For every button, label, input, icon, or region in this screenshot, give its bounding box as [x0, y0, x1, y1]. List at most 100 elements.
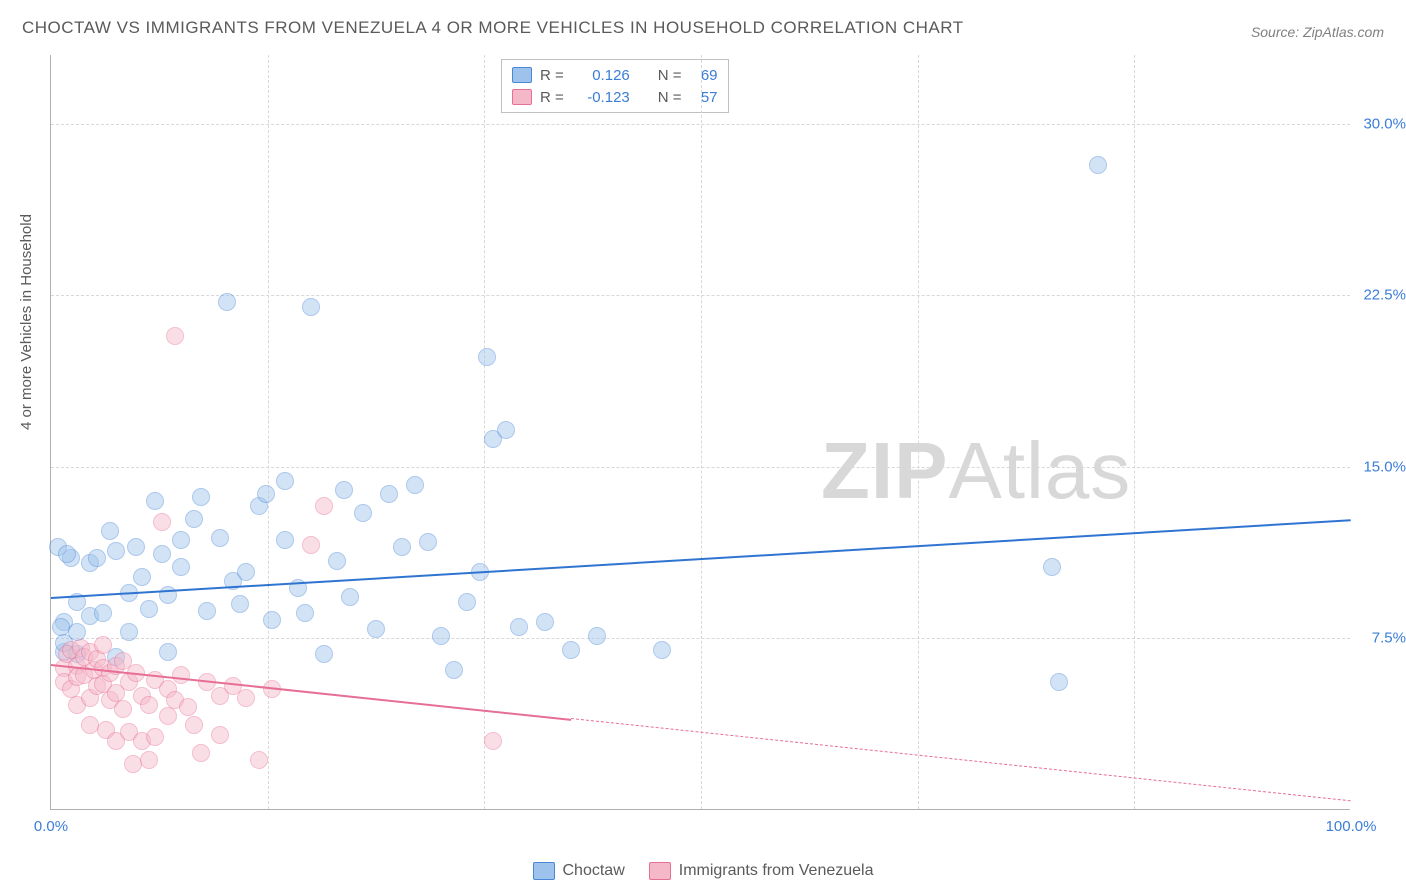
scatter-point — [588, 627, 606, 645]
scatter-point — [120, 623, 138, 641]
legend-swatch — [512, 89, 532, 105]
r-label: R = — [540, 89, 564, 106]
scatter-point — [406, 476, 424, 494]
plot-area: ZIPAtlas R =0.126N =69R =-0.123N =57 7.5… — [50, 55, 1350, 810]
scatter-point — [211, 726, 229, 744]
scatter-point — [107, 542, 125, 560]
scatter-point — [296, 604, 314, 622]
trend-line — [571, 718, 1351, 801]
y-tick-label: 22.5% — [1354, 287, 1406, 304]
scatter-point — [393, 538, 411, 556]
scatter-point — [536, 613, 554, 631]
legend-item: Immigrants from Venezuela — [649, 862, 874, 880]
scatter-point — [172, 666, 190, 684]
scatter-point — [140, 751, 158, 769]
scatter-point — [458, 593, 476, 611]
scatter-point — [315, 645, 333, 663]
chart-title: CHOCTAW VS IMMIGRANTS FROM VENEZUELA 4 O… — [22, 18, 964, 38]
y-tick-label: 30.0% — [1354, 115, 1406, 132]
scatter-point — [1043, 558, 1061, 576]
scatter-point — [237, 563, 255, 581]
watermark-bold: ZIP — [821, 426, 948, 515]
watermark: ZIPAtlas — [821, 425, 1131, 517]
legend-stats: R = 0.126 N = 69 R = -0.123 N = 57 — [501, 59, 729, 113]
scatter-point — [159, 707, 177, 725]
legend-item: Choctaw — [533, 862, 625, 880]
scatter-point — [263, 611, 281, 629]
gridline-v — [484, 55, 485, 809]
legend-swatch — [512, 67, 532, 83]
legend-bottom: Choctaw Immigrants from Venezuela — [0, 862, 1406, 880]
scatter-point — [192, 488, 210, 506]
watermark-light: Atlas — [948, 426, 1131, 515]
scatter-point — [432, 627, 450, 645]
scatter-point — [478, 348, 496, 366]
scatter-point — [380, 485, 398, 503]
scatter-point — [146, 728, 164, 746]
scatter-point — [276, 531, 294, 549]
scatter-point — [302, 536, 320, 554]
scatter-point — [341, 588, 359, 606]
scatter-point — [198, 602, 216, 620]
scatter-point — [445, 661, 463, 679]
legend-stat-row: R = -0.123 N = 57 — [512, 86, 718, 108]
y-axis-label: 4 or more Vehicles in Household — [18, 214, 35, 430]
scatter-point — [146, 492, 164, 510]
scatter-point — [88, 549, 106, 567]
scatter-point — [140, 696, 158, 714]
gridline-v — [918, 55, 919, 809]
scatter-point — [192, 744, 210, 762]
scatter-point — [484, 732, 502, 750]
scatter-point — [94, 604, 112, 622]
r-label: R = — [540, 67, 564, 84]
gridline-v — [1134, 55, 1135, 809]
scatter-point — [653, 641, 671, 659]
source-label: Source: ZipAtlas.com — [1251, 24, 1384, 40]
scatter-point — [302, 298, 320, 316]
scatter-point — [1089, 156, 1107, 174]
scatter-point — [1050, 673, 1068, 691]
scatter-point — [94, 636, 112, 654]
scatter-point — [185, 510, 203, 528]
legend-label: Choctaw — [563, 862, 625, 880]
n-value: 69 — [690, 67, 718, 84]
scatter-point — [562, 641, 580, 659]
scatter-point — [166, 327, 184, 345]
scatter-point — [153, 545, 171, 563]
scatter-point — [179, 698, 197, 716]
legend-stat-row: R = 0.126 N = 69 — [512, 64, 718, 86]
scatter-point — [172, 531, 190, 549]
r-value: 0.126 — [572, 67, 630, 84]
scatter-point — [101, 522, 119, 540]
n-label: N = — [658, 67, 682, 84]
scatter-point — [159, 643, 177, 661]
legend-swatch — [649, 862, 671, 880]
scatter-point — [211, 529, 229, 547]
scatter-point — [497, 421, 515, 439]
scatter-point — [257, 485, 275, 503]
scatter-point — [218, 293, 236, 311]
scatter-point — [127, 538, 145, 556]
scatter-point — [335, 481, 353, 499]
scatter-point — [231, 595, 249, 613]
x-tick-label: 100.0% — [1326, 818, 1377, 835]
scatter-point — [140, 600, 158, 618]
n-label: N = — [658, 89, 682, 106]
scatter-point — [315, 497, 333, 515]
y-tick-label: 7.5% — [1354, 630, 1406, 647]
r-value: -0.123 — [572, 89, 630, 106]
x-tick-label: 0.0% — [34, 818, 68, 835]
scatter-point — [153, 513, 171, 531]
legend-swatch — [533, 862, 555, 880]
scatter-point — [328, 552, 346, 570]
scatter-point — [276, 472, 294, 490]
scatter-point — [354, 504, 372, 522]
scatter-point — [367, 620, 385, 638]
scatter-point — [58, 545, 76, 563]
n-value: 57 — [690, 89, 718, 106]
scatter-point — [172, 558, 190, 576]
scatter-point — [237, 689, 255, 707]
scatter-point — [510, 618, 528, 636]
gridline-v — [701, 55, 702, 809]
y-tick-label: 15.0% — [1354, 458, 1406, 475]
